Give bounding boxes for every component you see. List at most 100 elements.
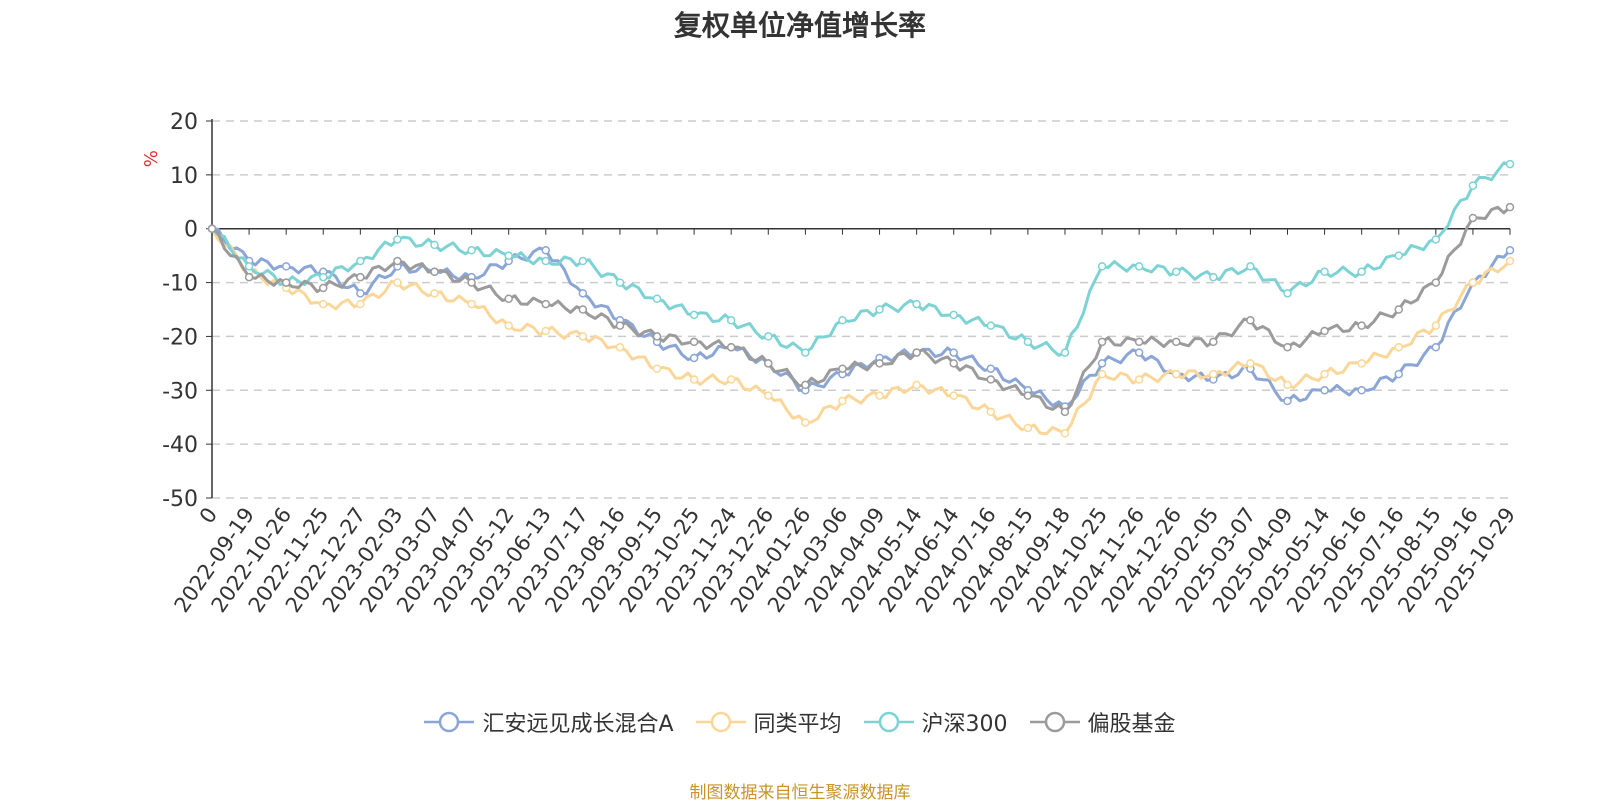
data-point <box>356 299 365 309</box>
data-point <box>1357 386 1366 395</box>
data-point <box>689 353 699 363</box>
data-point <box>1357 267 1366 277</box>
data-point <box>1060 429 1070 438</box>
data-point <box>986 375 996 384</box>
data-point <box>615 278 625 287</box>
data-point <box>1320 326 1329 336</box>
data-point <box>1209 272 1218 282</box>
data-point <box>838 364 847 373</box>
data-point <box>1283 289 1292 298</box>
axes: 20100-10-20-30-40-50%02022-09-192022-10-… <box>141 110 1520 617</box>
data-point <box>356 256 365 266</box>
data-point <box>393 278 402 287</box>
y-axis-unit: % <box>141 150 162 167</box>
data-point <box>875 305 884 314</box>
data-point <box>578 305 588 314</box>
y-tick-label: -20 <box>162 325 198 350</box>
data-point <box>1246 359 1255 368</box>
data-point <box>430 240 439 250</box>
data-point <box>1134 337 1144 347</box>
data-point <box>393 235 402 244</box>
data-point <box>1394 369 1403 379</box>
x-tick-label: 0 <box>195 503 222 528</box>
data-point <box>1505 202 1515 212</box>
legend-label: 同类平均 <box>753 712 842 737</box>
data-point <box>1320 369 1329 379</box>
data-point <box>652 332 662 341</box>
data-point <box>986 364 996 373</box>
data-point <box>1357 321 1366 330</box>
data-point <box>875 359 884 368</box>
data-point <box>393 256 402 266</box>
data-point <box>912 380 921 390</box>
legend: 汇安远见成长混合A 同类平均 沪深300 偏股基金 <box>0 706 1600 738</box>
data-point <box>467 278 476 287</box>
y-tick-label: -30 <box>162 379 198 404</box>
data-point <box>1468 278 1478 287</box>
data-point <box>541 246 551 255</box>
source-note: 制图数据来自恒生聚源数据库 <box>689 783 911 803</box>
data-point <box>541 256 551 266</box>
data-point <box>949 391 958 400</box>
data-point <box>1171 337 1181 347</box>
data-point <box>652 294 662 303</box>
legend-label: 汇安远见成长混合A <box>482 712 674 737</box>
data-point <box>1394 342 1403 352</box>
data-point <box>430 267 439 277</box>
y-tick-label: -40 <box>162 433 198 458</box>
data-point <box>1283 342 1292 352</box>
legend-label: 偏股基金 <box>1087 712 1176 737</box>
y-tick-label: 10 <box>170 164 198 189</box>
legend-item[interactable]: 汇安远见成长混合A <box>424 706 674 738</box>
data-point <box>1320 386 1329 395</box>
data-point <box>319 299 328 309</box>
data-point <box>1505 256 1515 266</box>
data-point <box>1431 342 1441 352</box>
data-point <box>319 272 328 282</box>
data-point <box>689 337 699 347</box>
data-point <box>319 283 328 293</box>
data-point <box>1134 375 1144 384</box>
data-point <box>1468 181 1478 190</box>
data-point <box>504 294 513 303</box>
data-point <box>1171 267 1181 277</box>
data-point <box>726 342 736 352</box>
y-tick-label: 20 <box>170 110 198 135</box>
data-point <box>764 359 773 368</box>
data-point <box>949 348 958 357</box>
data-point <box>615 321 625 330</box>
legend-marker-icon <box>424 711 475 733</box>
chart-title: 复权单位净值增长率 <box>673 9 926 42</box>
data-point <box>1283 380 1292 390</box>
data-point <box>652 364 662 373</box>
data-point <box>1320 267 1329 277</box>
legend-item[interactable]: 同类平均 <box>695 706 842 738</box>
data-point <box>1060 407 1070 417</box>
data-point <box>875 391 884 400</box>
data-point <box>1097 359 1107 368</box>
data-point <box>578 289 588 298</box>
data-point <box>1283 396 1292 406</box>
data-point <box>838 316 847 325</box>
series-line-1 <box>210 227 1512 436</box>
data-point <box>986 321 996 330</box>
data-point <box>764 391 773 400</box>
legend-marker-icon <box>1029 711 1080 733</box>
data-point <box>1097 369 1107 379</box>
data-point <box>838 396 847 406</box>
y-tick-label: 0 <box>184 218 198 243</box>
data-point <box>467 299 476 309</box>
data-point <box>1246 316 1255 325</box>
data-point <box>615 342 625 352</box>
grid-lines <box>212 120 1510 499</box>
data-point <box>1431 321 1441 330</box>
data-point <box>281 262 291 271</box>
legend-item[interactable]: 沪深300 <box>863 706 1008 738</box>
data-point <box>1023 337 1033 347</box>
data-point <box>356 289 365 298</box>
data-point <box>801 380 810 390</box>
legend-item[interactable]: 偏股基金 <box>1029 706 1176 738</box>
data-point <box>949 310 958 320</box>
data-point <box>1134 262 1144 271</box>
